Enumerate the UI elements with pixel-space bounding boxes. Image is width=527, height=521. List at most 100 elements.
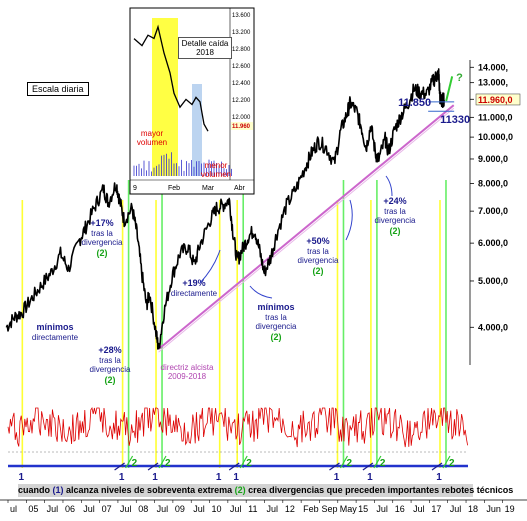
inset-last-box (231, 122, 253, 130)
annotation-text: tras la divergencia (256, 313, 297, 331)
annotation-title: +28% (98, 345, 121, 355)
caption-two: (2) (234, 485, 246, 495)
y-tick-label: 5.000,0 (478, 276, 508, 286)
x-axis: ul 05 Jul 06 Jul 07 Jul 08 Jul 09 Jul 10 Jul 11 Jul 12 F… (0, 499, 527, 514)
annotation-tag: (2) (105, 375, 116, 385)
annotation-text: directamente (171, 289, 218, 298)
y-tick-label: 14.000, (478, 62, 508, 72)
x-tick-label: 07 (102, 504, 112, 514)
annotation-tag: (2) (271, 332, 282, 342)
annotation-text: tras la divergencia (298, 247, 339, 265)
annotation-arrow (345, 199, 353, 241)
signal-slope-blue (362, 462, 374, 471)
signal-slope-blue (114, 462, 125, 471)
trendline (157, 104, 455, 350)
annotation-text: directamente (32, 333, 79, 342)
annotation-tag: (2) (390, 226, 401, 236)
signal-two-label: 2 (246, 458, 252, 469)
x-tick-label: 16 (395, 504, 405, 514)
y-tick-label: 10.000,0 (478, 132, 513, 142)
trendline-inner (158, 107, 455, 353)
inset-last-label: 11.960 (232, 124, 251, 130)
caption-post: crea divergencias que preceden important… (245, 485, 514, 495)
signal-one-label: 1 (367, 472, 373, 483)
inset-x-label: Abr (234, 185, 246, 192)
inset-x-label: 9 (133, 185, 137, 192)
x-tick-label: Jul (120, 504, 132, 514)
inset-highlight-yellow (152, 18, 178, 176)
signal-one-label: 1 (19, 472, 25, 483)
signal-slope-green (158, 455, 167, 469)
annotation-title: mínimos (36, 322, 73, 332)
x-tick-label: Jul (157, 504, 169, 514)
annotation-arrow (249, 285, 273, 299)
x-tick-label: Jul (450, 504, 462, 514)
signal-one-label: 1 (436, 472, 442, 483)
x-tick-label: Jul (413, 504, 425, 514)
signal-slope-blue (228, 462, 240, 471)
x-tick-label: Feb (303, 504, 319, 514)
annotation-title: +50% (306, 236, 329, 246)
signal-slope-green (373, 455, 382, 469)
rebound-arrow (445, 76, 454, 102)
annotation-title: +19% (182, 278, 205, 288)
inset-note: menor volumen (201, 161, 231, 179)
annotation-tag: (2) (313, 266, 324, 276)
inset-y-label: 12.200 (232, 98, 251, 104)
inset-y-label: 12.800 (232, 47, 251, 53)
inset-y-label: 13.200 (232, 30, 251, 36)
oscillator-line (7, 406, 468, 448)
signal-two-label: 2 (449, 458, 455, 469)
signal-two-label: 2 (346, 458, 352, 469)
x-tick-label: 05 (28, 504, 38, 514)
signal-two-label: 2 (165, 458, 171, 469)
x-tick-label: Jul (83, 504, 95, 514)
x-tick-label: Jul (47, 504, 59, 514)
annotation-text: tras la divergencia (82, 229, 123, 247)
y-tick-label: 11.000,0 (478, 112, 513, 122)
price-series (5, 68, 445, 350)
level-label: 11330 (440, 114, 470, 126)
caption-one: (1) (52, 485, 64, 495)
inset-x-label: Mar (202, 185, 215, 192)
signal-slope-blue (431, 462, 443, 471)
y-tick-label: 6.000,0 (478, 238, 508, 248)
annotation-title: +24% (383, 196, 406, 206)
x-tick-label: 08 (138, 504, 148, 514)
signal-slope-green (125, 455, 134, 469)
support-levels: 11.850 11330? (398, 72, 470, 126)
x-tick-label: 19 (505, 504, 515, 514)
signal-slope-green (339, 455, 348, 469)
signal-one-label: 1 (233, 472, 239, 483)
scale-label: Escala diaria (27, 82, 89, 96)
x-tick-label: 11 (248, 504, 257, 514)
x-tick-label: 06 (65, 504, 75, 514)
x-tick-label: Jul (267, 504, 279, 514)
trendline-group: directriz alcista 2009-2018 (157, 104, 455, 381)
x-tick-label: 17 (431, 504, 441, 514)
signal-slope-green (239, 455, 248, 469)
annotation-tag: (2) (97, 248, 108, 258)
last-value-box (475, 93, 521, 106)
y-axis: 4.000,0 5.000,0 6.000,0 7.000,0 8.000,0 9.000… (469, 60, 521, 365)
inset-note: mayor volumen (137, 129, 167, 147)
price-line (5, 68, 445, 350)
signal-two-label: 2 (132, 458, 138, 469)
x-tick-label: 09 (175, 504, 185, 514)
y-tick-label: 8.000,0 (478, 178, 508, 188)
annotation-arrow (385, 175, 393, 197)
signal-one-label: 1 (119, 472, 125, 483)
signal-slope-green (442, 455, 451, 469)
signal-one-label: 1 (152, 472, 158, 483)
inset-x-label: Feb (168, 185, 180, 192)
signal-slope-blue (329, 462, 340, 471)
x-tick-label: 10 (212, 504, 222, 514)
inset-price-line (133, 24, 209, 132)
inset-y-label: 12.600 (232, 64, 251, 70)
question-marker: ? (456, 72, 463, 84)
signal-two-label: 2 (380, 458, 386, 469)
annotation-title: +17% (90, 218, 113, 228)
annotation-text: tras la divergencia (90, 356, 131, 374)
signal-slope-blue (147, 462, 159, 471)
